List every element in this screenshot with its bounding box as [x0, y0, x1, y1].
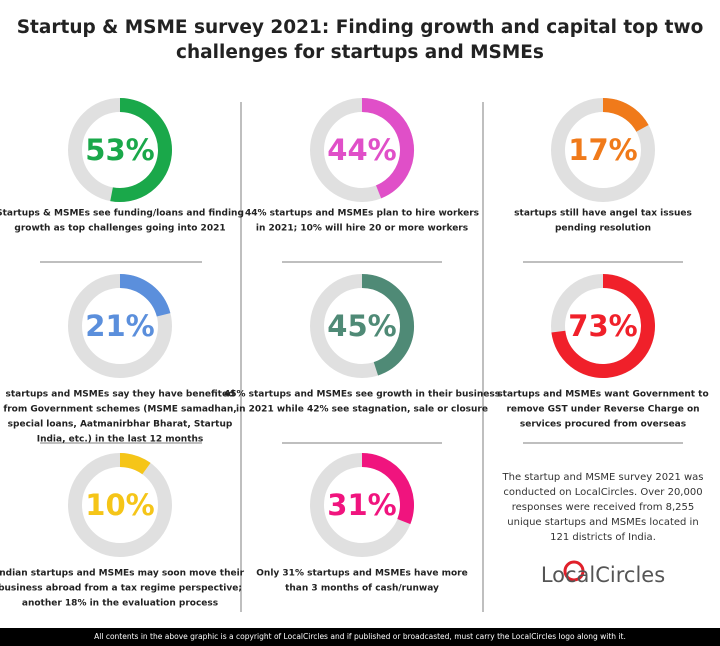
- donut-arc: [361, 274, 414, 376]
- donut-arc: [602, 98, 649, 133]
- note: The startup and MSME survey 2021 was: [502, 472, 704, 483]
- caption: business abroad from a tax regime perspe…: [0, 584, 242, 594]
- value-label: 10%: [85, 488, 154, 522]
- caption: Startups & MSMEs see funding/loans and f…: [0, 209, 244, 219]
- caption: Only 31% startups and MSMEs have more: [256, 569, 467, 579]
- donut-arc: [361, 98, 414, 199]
- caption: than 3 months of cash/runway: [285, 584, 439, 594]
- caption: India, etc.) in the last 12 months: [37, 435, 204, 445]
- caption: in 2021; 10% will hire 20 or more worker…: [256, 224, 468, 234]
- caption: growth as top challenges going into 2021: [14, 224, 225, 234]
- caption: startups and MSMEs say they have benefit…: [5, 390, 234, 400]
- caption: startups and MSMEs want Government to: [497, 390, 708, 400]
- value-label: 73%: [568, 309, 637, 343]
- caption: special loans, Aatmanirbhar Bharat, Star…: [8, 420, 233, 430]
- logo-pin: [563, 560, 585, 582]
- value-label: 21%: [85, 309, 154, 343]
- title: Startup & MSME survey 2021: Finding grow…: [17, 17, 704, 38]
- note: unique startups and MSMEs located in: [507, 517, 698, 528]
- value-label: 44%: [327, 133, 396, 167]
- value-label: 53%: [85, 133, 154, 167]
- caption: in 2021 while 42% see stagnation, sale o…: [236, 405, 488, 415]
- note: conducted on LocalCircles. Over 20,000: [503, 487, 702, 498]
- value-label: 17%: [568, 133, 637, 167]
- donut-arc: [110, 98, 172, 202]
- value-label: 45%: [327, 309, 396, 343]
- footer: All contents in the above graphic is a c…: [94, 632, 626, 641]
- donut-arc: [119, 274, 171, 317]
- value-label: 31%: [327, 488, 396, 522]
- caption: 45% startups and MSMEs see growth in the…: [224, 390, 500, 400]
- note: responses were received from 8,255: [512, 502, 695, 513]
- caption: 44% startups and MSMEs plan to hire work…: [245, 209, 479, 219]
- footer-bar: [0, 628, 720, 646]
- donut-arc: [551, 274, 655, 378]
- title: challenges for startups and MSMEs: [176, 42, 544, 63]
- donut-arc: [361, 453, 414, 525]
- logo: LocalCircles: [541, 563, 665, 587]
- donut-arc: [119, 453, 151, 475]
- caption: remove GST under Reverse Charge on: [506, 405, 699, 415]
- caption: another 18% in the evaluation process: [22, 599, 218, 609]
- caption: Indian startups and MSMEs may soon move …: [0, 569, 245, 579]
- caption: services procured from overseas: [520, 420, 686, 430]
- caption: startups still have angel tax issues: [514, 209, 692, 219]
- note: 121 districts of India.: [550, 532, 656, 543]
- caption: from Government schemes (MSME samadhan,: [3, 405, 236, 415]
- caption: pending resolution: [555, 224, 651, 234]
